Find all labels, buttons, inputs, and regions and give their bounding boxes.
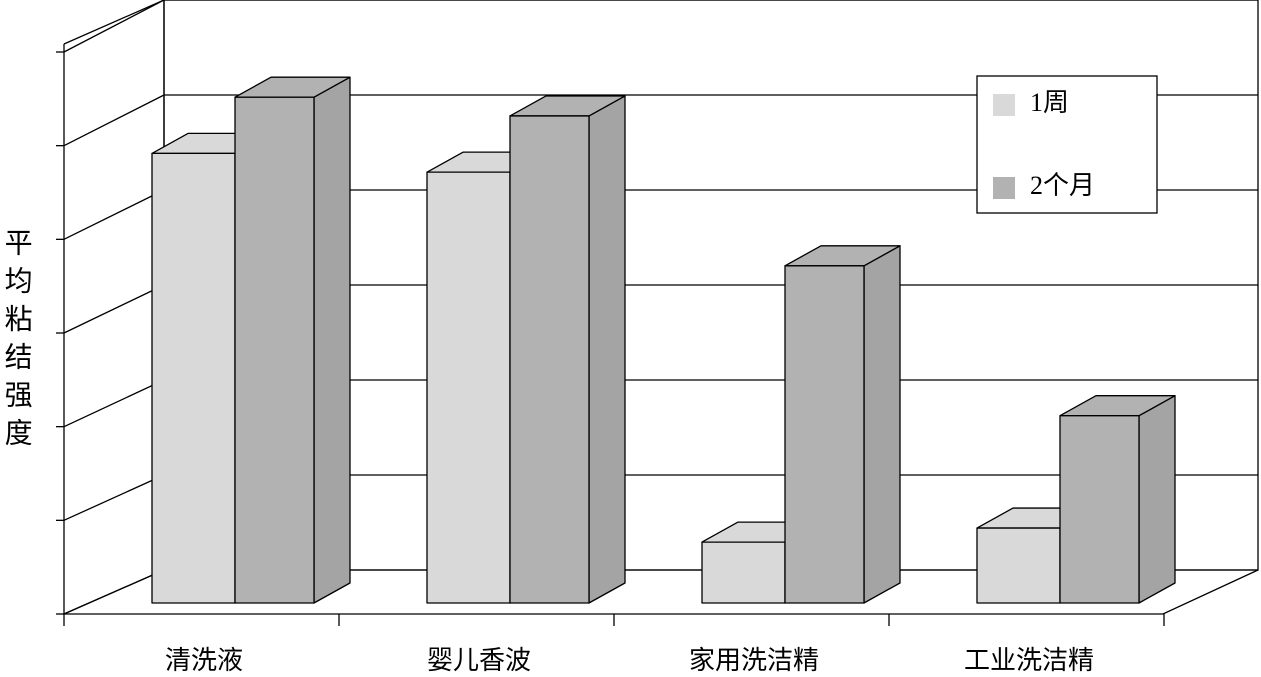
side-grid-line <box>63 569 165 615</box>
bar <box>701 541 786 604</box>
bar-side-shade <box>314 77 350 603</box>
side-grid-line <box>63 94 165 147</box>
x-tick-label: 婴儿香波 <box>427 646 531 675</box>
side-grid-line <box>63 284 165 334</box>
legend-swatch <box>993 94 1015 116</box>
bar <box>976 527 1061 604</box>
legend-label: 1周 <box>1030 88 1069 117</box>
bar <box>509 115 590 604</box>
bar <box>426 171 511 604</box>
bar <box>234 96 315 604</box>
side-grid-line <box>63 379 165 428</box>
legend-swatch <box>993 177 1015 199</box>
bar-side-shade <box>1139 395 1175 603</box>
side-grid-line <box>63 189 165 240</box>
x-tick-label: 家用洗洁精 <box>689 646 819 675</box>
bar <box>1059 415 1140 604</box>
bar-side-shade <box>864 245 900 604</box>
legend-label: 2个月 <box>1030 171 1095 200</box>
bar <box>784 265 865 604</box>
side-grid-line <box>63 0 165 53</box>
y-axis-label: 平均粘结强度 <box>1 228 33 456</box>
x-tick-label: 清洗液 <box>165 646 243 675</box>
left-wall <box>63 0 165 615</box>
bar <box>151 152 236 604</box>
bar-side-shade <box>589 95 625 603</box>
side-grid-line <box>63 474 165 521</box>
floor <box>64 569 1259 615</box>
x-tick-label: 工业洗洁精 <box>964 646 1094 675</box>
